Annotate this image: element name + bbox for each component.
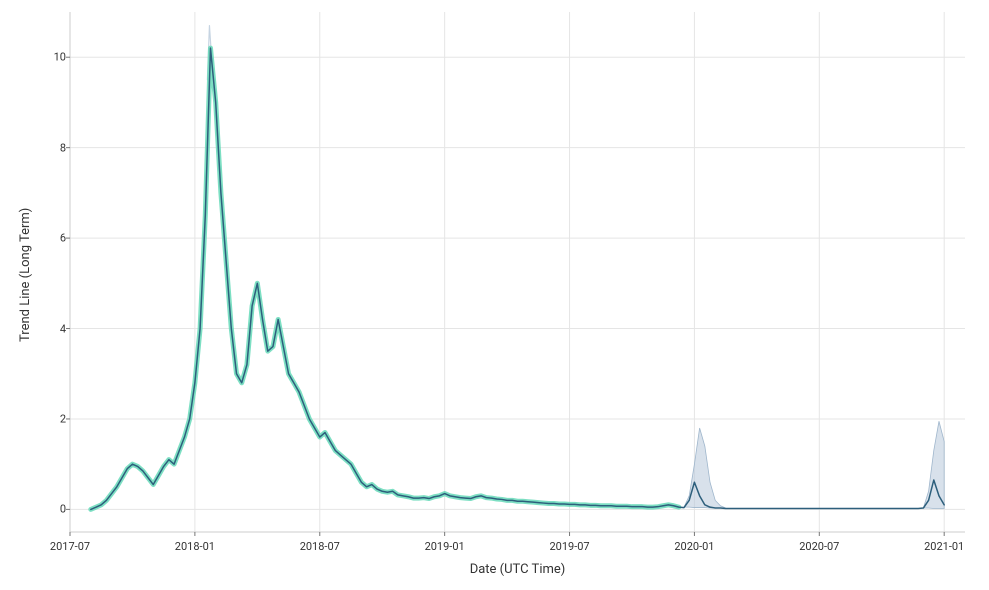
y-tick-label: 6: [38, 232, 66, 245]
x-tick-label: 2021-01: [924, 540, 964, 553]
y-tick-label: 0: [38, 503, 66, 516]
x-axis-label: Date (UTC Time): [470, 562, 566, 577]
x-tick-label: 2019-01: [425, 540, 465, 553]
x-tick-label: 2018-07: [300, 540, 340, 553]
y-tick-label: 8: [38, 141, 66, 154]
chart-container: Trend Line (Long Term) Date (UTC Time) 2…: [0, 0, 989, 590]
y-tick-label: 10: [38, 51, 66, 64]
x-tick-label: 2017-07: [50, 540, 90, 553]
x-tick-label: 2019-07: [549, 540, 589, 553]
chart-svg: [70, 12, 965, 532]
y-tick-label: 4: [38, 322, 66, 335]
plot-area: [70, 12, 965, 532]
y-tick-label: 2: [38, 412, 66, 425]
x-tick-label: 2020-07: [799, 540, 839, 553]
y-axis-label: Trend Line (Long Term): [18, 208, 33, 342]
x-tick-label: 2020-01: [674, 540, 714, 553]
x-tick-label: 2018-01: [175, 540, 215, 553]
